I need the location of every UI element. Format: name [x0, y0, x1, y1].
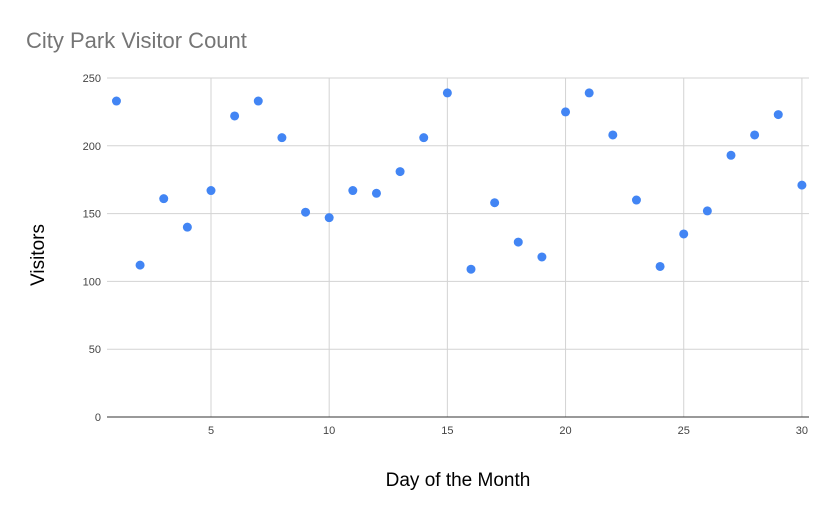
data-point [230, 111, 240, 121]
data-point [513, 237, 523, 247]
data-point [537, 252, 547, 262]
data-point [395, 167, 405, 177]
data-point [111, 96, 121, 106]
y-axis-ticks: 0 50 100 150 200 250 [83, 73, 101, 424]
data-point [584, 88, 594, 98]
x-tick-label: 20 [559, 425, 571, 437]
x-axis-ticks: 5 10 15 20 25 30 [208, 425, 808, 437]
gridlines [107, 77, 809, 417]
y-tick-label: 50 [89, 344, 101, 356]
data-point [561, 107, 571, 117]
data-point [301, 207, 311, 217]
data-point [773, 110, 783, 120]
x-tick-label: 5 [208, 425, 214, 437]
y-tick-label: 100 [83, 276, 101, 288]
x-tick-label: 30 [796, 425, 808, 437]
data-point [466, 264, 476, 274]
data-point [159, 194, 169, 204]
data-point [206, 186, 216, 196]
data-point [726, 150, 736, 160]
data-point [371, 188, 381, 198]
data-point [655, 261, 665, 271]
y-tick-label: 250 [83, 73, 101, 85]
data-point [750, 130, 760, 140]
y-axis-label: Visitors [28, 224, 49, 286]
data-point [253, 96, 263, 106]
data-point [135, 260, 145, 270]
data-point [419, 133, 429, 143]
data-points [111, 88, 807, 274]
y-tick-label: 200 [83, 141, 101, 153]
data-point [442, 88, 452, 98]
data-point [631, 195, 641, 205]
data-point [702, 206, 712, 216]
x-axis-label: Day of the Month [386, 470, 531, 491]
data-point [324, 213, 334, 223]
x-tick-label: 15 [441, 425, 453, 437]
data-point [490, 198, 500, 208]
y-tick-label: 150 [83, 209, 101, 221]
data-point [797, 180, 807, 190]
x-tick-label: 25 [678, 425, 690, 437]
chart-title: City Park Visitor Count [26, 28, 247, 53]
data-point [348, 186, 358, 196]
data-point [679, 229, 689, 239]
y-tick-label: 0 [95, 412, 101, 424]
data-point [608, 130, 618, 140]
data-point [277, 133, 287, 143]
data-point [182, 222, 192, 232]
x-tick-label: 10 [323, 425, 335, 437]
